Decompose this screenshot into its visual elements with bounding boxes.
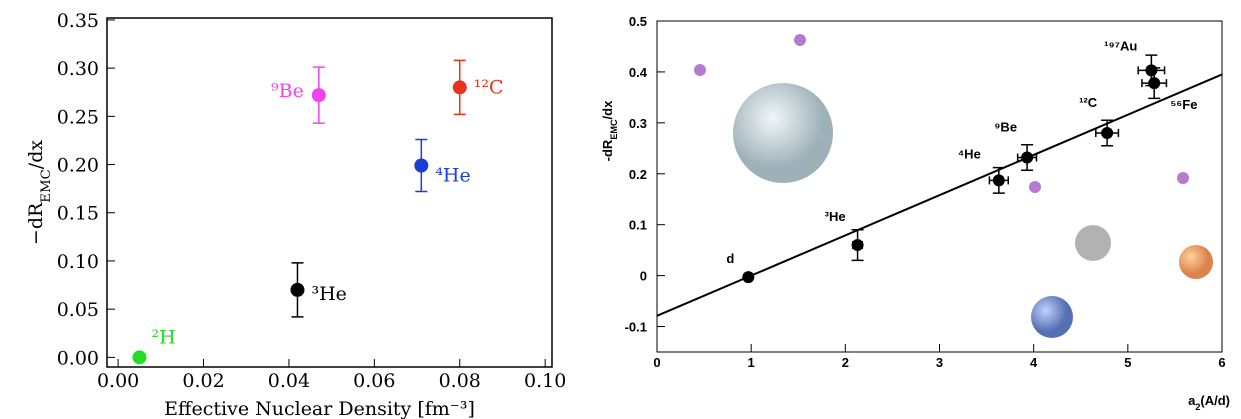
y-axis-label-sub: EMC	[609, 119, 619, 140]
neutron	[1031, 296, 1073, 338]
y-tick-label: 0.4	[629, 65, 648, 80]
x-tick-label: 0	[653, 355, 660, 370]
y-tick-label: 0	[640, 269, 647, 284]
y-axis-label-sub: EMC	[39, 169, 54, 203]
x-axis-label: Effective Nuclear Density [fm⁻³]	[164, 398, 475, 419]
y-tick-label: 0.35	[57, 10, 99, 32]
point-label: ¹²C	[1079, 95, 1098, 110]
y-tick-label: -0.1	[625, 320, 647, 335]
y-tick-label: 0.00	[57, 347, 99, 369]
data-point	[1101, 127, 1114, 140]
y-axis-label-tail: /dx	[600, 100, 615, 120]
point-label: ⁹Be	[271, 80, 304, 102]
data-point	[742, 271, 755, 284]
point-label: ¹⁹⁷Au	[1104, 38, 1137, 53]
x-axis-label: a2(A/d)	[1188, 393, 1230, 412]
x-tick-label: 3	[936, 355, 943, 370]
data-point	[452, 80, 467, 95]
y-axis-label: -dREMC/dx	[600, 100, 619, 161]
data-point	[132, 350, 147, 365]
data-point	[290, 282, 305, 297]
x-tick-label: 0.02	[182, 370, 224, 392]
y-tick-label: 0.05	[57, 299, 99, 321]
nucleus-sphere	[733, 83, 833, 183]
x-tick-label: 0.10	[524, 370, 566, 392]
point-label: ³He	[311, 283, 346, 305]
data-point	[414, 158, 429, 173]
data-point	[851, 239, 864, 252]
y-axis-label-main: −dR	[25, 202, 47, 245]
data-point	[311, 88, 326, 103]
x-tick-label: 2	[842, 355, 849, 370]
nucleus-cluster	[1075, 225, 1111, 261]
data-point	[1145, 64, 1158, 77]
x-tick-label: 1	[748, 355, 755, 370]
y-axis-label: −dREMC/dx	[25, 140, 54, 245]
y-tick-label: 0.2	[629, 167, 647, 182]
point-label: ⁵⁶Fe	[1170, 97, 1197, 112]
point-label: ⁹Be	[994, 119, 1017, 134]
x-tick-label: 6	[1218, 355, 1225, 370]
data-point	[1148, 77, 1161, 90]
point-label: ³He	[825, 209, 846, 224]
plot-frame	[656, 20, 1223, 353]
electron	[1029, 181, 1041, 193]
y-tick-label: 0.30	[57, 58, 99, 80]
y-tick-label: 0.1	[629, 218, 647, 233]
y-tick-label: 0.5	[629, 14, 647, 29]
data-point	[1021, 151, 1034, 164]
x-tick-label: 5	[1124, 355, 1131, 370]
x-tick-label: 0.04	[268, 370, 310, 392]
y-tick-label: 0.10	[57, 251, 99, 273]
y-tick-label: 0.3	[629, 116, 647, 131]
x-axis-label-sub: 2	[1195, 402, 1200, 412]
point-label: ¹²C	[474, 76, 504, 98]
y-tick-label: 0.20	[57, 155, 99, 177]
proton	[1179, 245, 1213, 279]
point-label: ²H	[151, 326, 175, 348]
electron	[1177, 172, 1189, 184]
x-tick-label: 0.08	[439, 370, 481, 392]
x-tick-label: 0.00	[97, 370, 139, 392]
y-tick-label: 0.15	[57, 203, 99, 225]
point-label: ⁴He	[958, 146, 981, 161]
chart: 0 1 2 3 4 5 6-0.100.10.20.30.40.5a2(A/d)-dREMC…	[600, 14, 1230, 412]
chart: 0.00 0.02 0.04 0.06 0.08 0.10 0.00 0.05 0.10 0.15…	[25, 10, 566, 419]
point-label: ⁴He	[435, 165, 470, 187]
y-tick-label: 0.25	[57, 106, 99, 128]
x-axis-label-tail: (A/d)	[1200, 393, 1230, 408]
y-axis-label-main: -dR	[600, 139, 615, 161]
x-axis-label-main: a	[1188, 393, 1196, 408]
illustrations	[694, 34, 1213, 338]
data-point	[992, 174, 1005, 187]
x-tick-label: 0.06	[353, 370, 395, 392]
point-label: d	[726, 251, 734, 266]
electron	[794, 34, 806, 46]
electron	[694, 64, 706, 76]
plot-frame	[106, 17, 553, 368]
y-axis-label-tail: /dx	[25, 140, 47, 170]
x-tick-label: 4	[1030, 355, 1038, 370]
